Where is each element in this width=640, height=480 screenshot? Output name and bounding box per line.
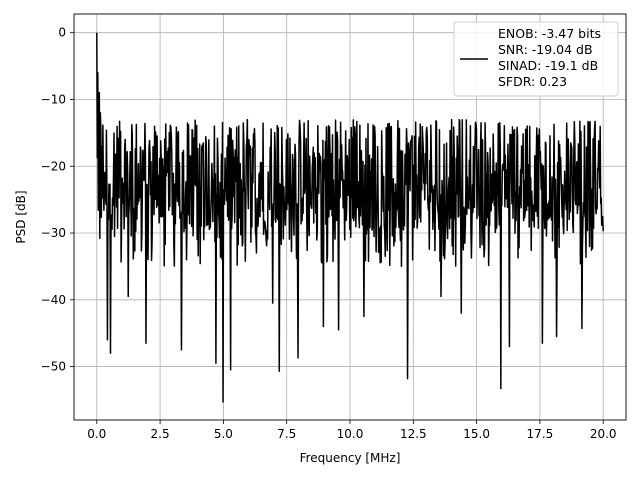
- y-tick-label: −40: [41, 293, 66, 307]
- x-axis-label: Frequency [MHz]: [300, 451, 401, 465]
- x-tick-label: 20.0: [590, 427, 617, 441]
- x-tick-label: 15.0: [463, 427, 490, 441]
- legend-entry-sinad: SINAD: -19.1 dB: [498, 58, 598, 73]
- y-axis-ticks: 0 −10 −20 −30 −40 −50: [41, 26, 74, 374]
- x-tick-label: 7.5: [277, 427, 296, 441]
- y-tick-label: −20: [41, 159, 66, 173]
- x-tick-label: 2.5: [151, 427, 170, 441]
- legend-entry-sfdr: SFDR: 0.23: [498, 74, 567, 89]
- y-tick-label: −30: [41, 226, 66, 240]
- y-tick-label: −50: [41, 360, 66, 374]
- legend: ENOB: -3.47 bits SNR: -19.04 dB SINAD: -…: [453, 21, 619, 97]
- y-tick-label: −10: [41, 92, 66, 106]
- x-tick-label: 5.0: [214, 427, 233, 441]
- y-axis-label: PSD [dB]: [14, 190, 28, 243]
- x-tick-label: 10.0: [337, 427, 364, 441]
- legend-box: [453, 21, 619, 97]
- x-tick-label: 0.0: [87, 427, 106, 441]
- psd-series-line: [96, 32, 604, 403]
- x-axis-ticks: 0.0 2.5 5.0 7.5 10.0 12.5 15.0 17.5 20.0: [87, 420, 617, 441]
- series-layer: [96, 32, 604, 403]
- x-tick-label: 12.5: [400, 427, 427, 441]
- legend-entry-enob: ENOB: -3.47 bits: [498, 26, 601, 41]
- legend-entry-snr: SNR: -19.04 dB: [498, 42, 593, 57]
- y-tick-label: 0: [58, 26, 66, 40]
- x-tick-label: 17.5: [527, 427, 554, 441]
